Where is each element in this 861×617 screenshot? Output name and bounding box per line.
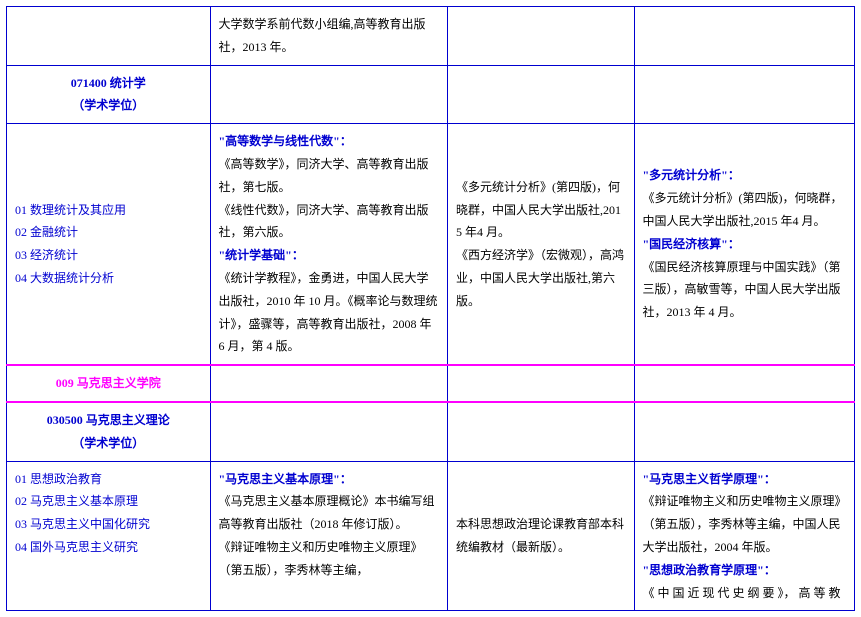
text: 大学数学系前代数小组编,高等教育出版社，2013 年。 [219, 17, 426, 54]
section-heading: "国民经济核算"： [643, 237, 740, 251]
program-header-row: 030500 马克思主义理论 （学术学位） [7, 402, 855, 461]
school-header-row: 009 马克思主义学院 [7, 365, 855, 402]
program-code-name: 030500 马克思主义理论 [47, 413, 170, 427]
section-body: 《 中 国 近 现 代 史 纲 要 》， 高 等 教 [643, 586, 841, 600]
section-body: 《国民经济核算原理与中国实践》（第三版），高敏雪等，中国人民大学出版社，2013… [643, 260, 841, 320]
cell-refs-c [634, 7, 855, 66]
section-body: 《多元统计分析》(第四版)，何晓群，中国人民大学出版社,2015 年4 月。 [643, 191, 843, 228]
cell-refs-c: "马克思主义哲学原理"： 《辩证唯物主义和历史唯物主义原理》（第五版），李秀林等… [634, 461, 855, 611]
section-heading: "统计学基础"： [219, 248, 304, 262]
school-title-cell: 009 马克思主义学院 [7, 365, 211, 402]
cell-refs-b: 本科思想政治理论课教育部本科统编教材（最新版）。 [447, 461, 634, 611]
cell-refs-a: "马克思主义基本原理"： 《马克思主义基本原理概论》本书编写组 高等教育出版社（… [210, 461, 447, 611]
cell-directions [7, 7, 211, 66]
cell-directions: 01 数理统计及其应用 02 金融统计 03 经济统计 04 大数据统计分析 [7, 124, 211, 365]
section-body: 《马克思主义基本原理概论》本书编写组 高等教育出版社（2018 年修订版）。 《… [219, 494, 435, 576]
empty-cell [447, 65, 634, 124]
empty-cell [447, 365, 634, 402]
section-body: 《辩证唯物主义和历史唯物主义原理》（第五版），李秀林等主编，中国人民大学出版社，… [643, 494, 841, 554]
cell-refs-a: "高等数学与线性代数"： 《高等数学》，同济大学、高等教育出版社，第七版。 《线… [210, 124, 447, 365]
table-row: 01 数理统计及其应用 02 金融统计 03 经济统计 04 大数据统计分析 "… [7, 124, 855, 365]
section-heading: "思想政治教育学原理"： [643, 563, 776, 577]
table-row: 大学数学系前代数小组编,高等教育出版社，2013 年。 [7, 7, 855, 66]
empty-cell [447, 402, 634, 461]
direction-item: 04 大数据统计分析 [15, 267, 202, 290]
school-title: 009 马克思主义学院 [56, 376, 161, 390]
empty-cell [210, 65, 447, 124]
direction-item: 03 马克思主义中国化研究 [15, 513, 202, 536]
program-degree-type: （学术学位） [72, 436, 144, 450]
direction-item: 03 经济统计 [15, 244, 202, 267]
section-heading: "马克思主义哲学原理"： [643, 472, 776, 486]
table-row: 01 思想政治教育 02 马克思主义基本原理 03 马克思主义中国化研究 04 … [7, 461, 855, 611]
section-body: 《统计学教程》，金勇进，中国人民大学出版社，2010 年 10 月。《概率论与数… [219, 271, 438, 353]
direction-item: 01 思想政治教育 [15, 468, 202, 491]
curriculum-table: 大学数学系前代数小组编,高等教育出版社，2013 年。 071400 统计学 （… [6, 6, 855, 611]
program-code-name: 071400 统计学 [71, 76, 146, 90]
cell-refs-b [447, 7, 634, 66]
cell-refs-b: 《多元统计分析》(第四版)，何晓群，中国人民大学出版社,2015 年4 月。 《… [447, 124, 634, 365]
direction-item: 02 金融统计 [15, 221, 202, 244]
section-heading: "多元统计分析"： [643, 168, 740, 182]
program-title-cell: 030500 马克思主义理论 （学术学位） [7, 402, 211, 461]
direction-item: 02 马克思主义基本原理 [15, 490, 202, 513]
section-body: 《高等数学》，同济大学、高等教育出版社，第七版。 《线性代数》，同济大学、高等教… [219, 157, 429, 239]
cell-refs-c: "多元统计分析"： 《多元统计分析》(第四版)，何晓群，中国人民大学出版社,20… [634, 124, 855, 365]
empty-cell [210, 402, 447, 461]
cell-refs-a: 大学数学系前代数小组编,高等教育出版社，2013 年。 [210, 7, 447, 66]
section-heading: "高等数学与线性代数"： [219, 134, 352, 148]
program-title-cell: 071400 统计学 （学术学位） [7, 65, 211, 124]
program-header-row: 071400 统计学 （学术学位） [7, 65, 855, 124]
section-body: 本科思想政治理论课教育部本科统编教材（最新版）。 [456, 517, 624, 554]
cell-directions: 01 思想政治教育 02 马克思主义基本原理 03 马克思主义中国化研究 04 … [7, 461, 211, 611]
empty-cell [634, 65, 855, 124]
empty-cell [210, 365, 447, 402]
section-body: 《多元统计分析》(第四版)，何晓群，中国人民大学出版社,2015 年4 月。 《… [456, 180, 624, 308]
program-degree-type: （学术学位） [72, 98, 144, 112]
empty-cell [634, 365, 855, 402]
section-heading: "马克思主义基本原理"： [219, 472, 352, 486]
direction-item: 04 国外马克思主义研究 [15, 536, 202, 559]
empty-cell [634, 402, 855, 461]
direction-item: 01 数理统计及其应用 [15, 199, 202, 222]
